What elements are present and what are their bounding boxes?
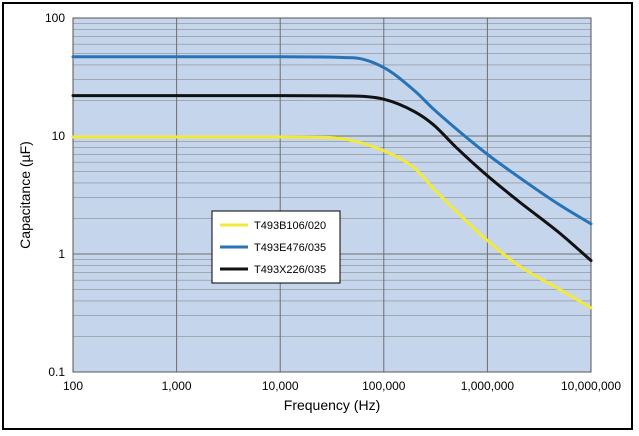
- series-line-t493x226-035: [71, 94, 593, 263]
- y-tick-label: 0.1: [48, 365, 65, 379]
- legend: T493B106/020 T493E476/035 T493X226/035: [211, 210, 341, 284]
- x-tick-label: 1,000,000: [461, 379, 515, 393]
- legend-label-t493b106: T493B106/020: [254, 220, 326, 232]
- y-tick-label: 100: [45, 11, 65, 25]
- minor-grid: [73, 23, 591, 337]
- legend-label-t493x226: T493X226/035: [254, 264, 326, 276]
- x-tick-label: 1,000: [162, 379, 192, 393]
- series-lines: [71, 55, 593, 310]
- x-axis-label: Frequency (Hz): [284, 397, 380, 413]
- x-tick-label: 100: [63, 379, 83, 393]
- series-line-t493b106-020: [71, 135, 593, 310]
- y-tick-label: 1: [58, 247, 65, 261]
- plot-area: [73, 18, 591, 372]
- legend-label-t493e476: T493E476/035: [254, 242, 326, 254]
- x-axis-ticks: 100 1,000 10,000 100,000 1,000,000 10,000,000: [63, 379, 621, 393]
- x-tick-label: 10,000: [262, 379, 299, 393]
- x-tick-label: 100,000: [362, 379, 406, 393]
- y-axis-label: Capacitance (µF): [17, 141, 33, 249]
- y-axis-ticks: 0.1 1 10 100: [45, 11, 65, 379]
- x-tick-label: 10,000,000: [561, 379, 621, 393]
- plot-border: [72, 17, 592, 373]
- y-tick-label: 10: [52, 129, 66, 143]
- series-line-t493e476-035: [71, 55, 593, 226]
